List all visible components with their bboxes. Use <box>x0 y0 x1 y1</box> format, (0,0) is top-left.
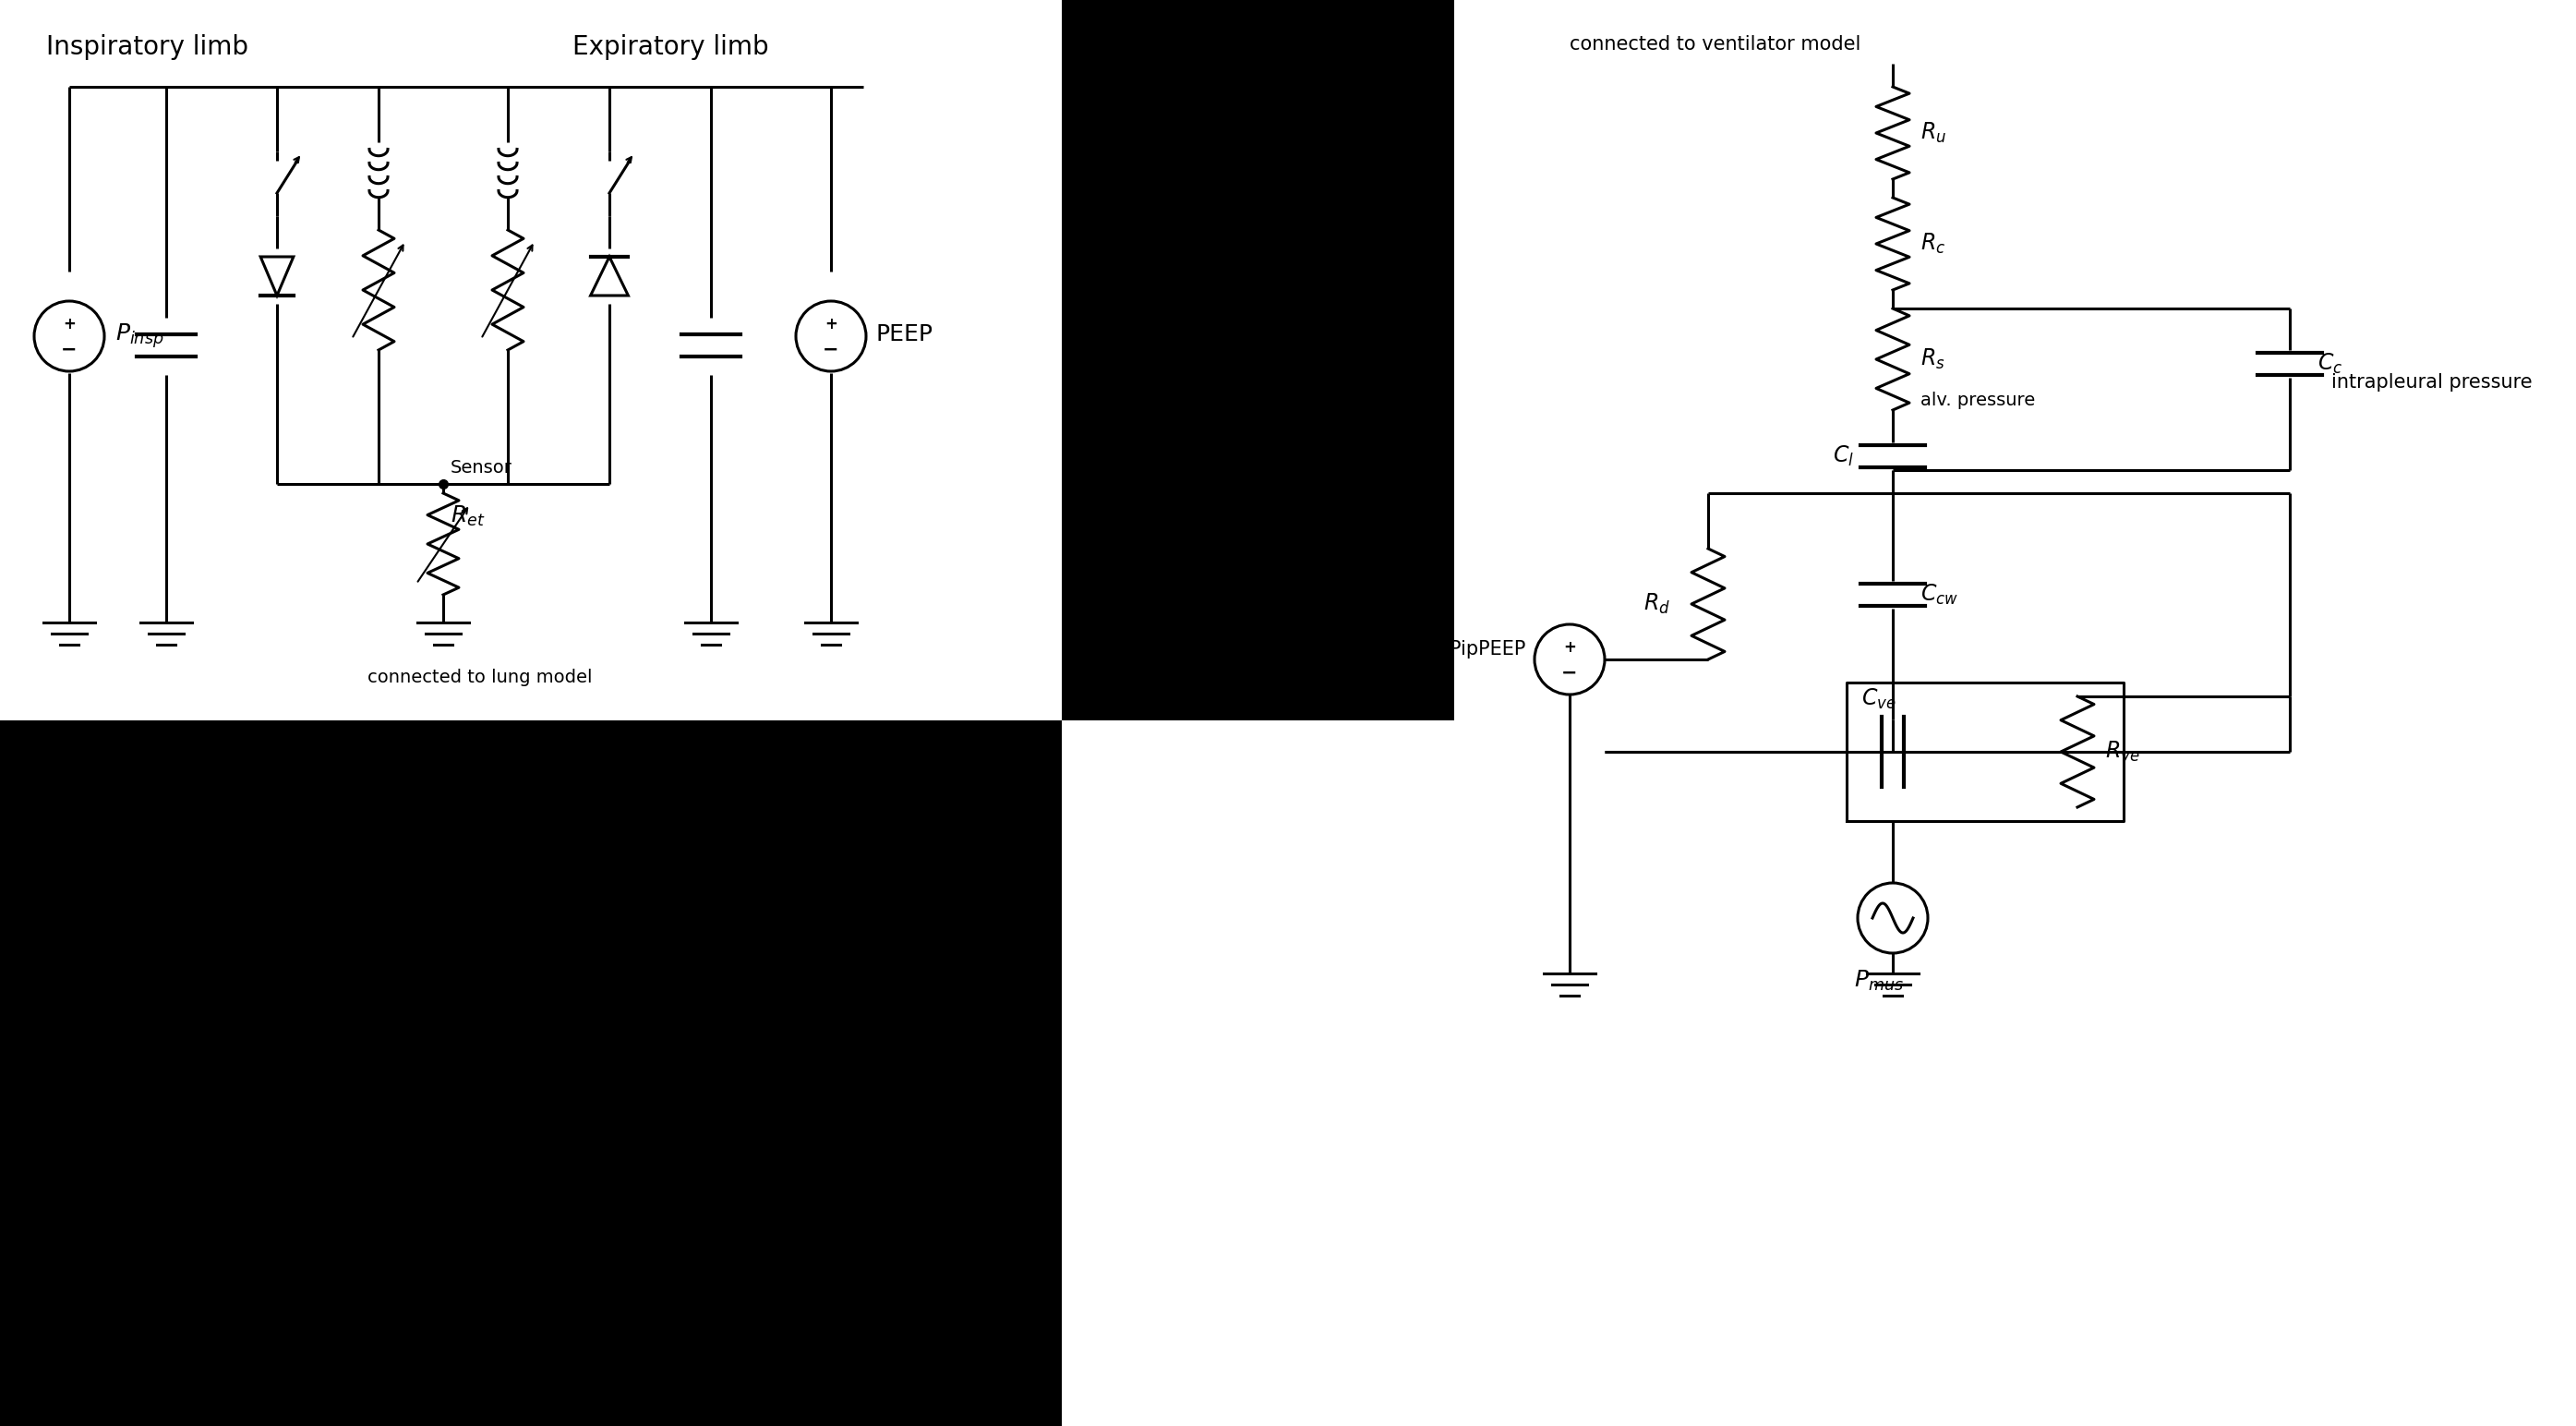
Text: +: + <box>824 317 837 332</box>
Text: Sensor: Sensor <box>451 459 513 476</box>
Text: −: − <box>62 341 77 359</box>
Text: Expiratory limb: Expiratory limb <box>572 34 768 60</box>
Text: $R_s$: $R_s$ <box>1922 347 1945 371</box>
Text: $R_u$: $R_u$ <box>1922 121 1947 145</box>
Text: $R_{ve}$: $R_{ve}$ <box>2105 740 2141 764</box>
Bar <box>1061 0 2576 1426</box>
Text: connected to ventilator model: connected to ventilator model <box>1569 36 1860 54</box>
Text: $P_{mus}$: $P_{mus}$ <box>1855 968 1904 992</box>
Text: +: + <box>62 317 75 332</box>
Text: PipPEEP: PipPEEP <box>1450 640 1525 659</box>
Text: $P_{insp}$: $P_{insp}$ <box>116 322 165 351</box>
Text: $C_{ve}$: $C_{ve}$ <box>1862 687 1896 712</box>
Text: intrapleural pressure: intrapleural pressure <box>2331 374 2532 392</box>
Text: Inspiratory limb: Inspiratory limb <box>46 34 247 60</box>
Text: connected to lung model: connected to lung model <box>368 669 592 686</box>
Text: alv. pressure: alv. pressure <box>1922 392 2035 409</box>
Text: $C_{cw}$: $C_{cw}$ <box>1922 583 1958 607</box>
Text: $R_c$: $R_c$ <box>1922 231 1945 255</box>
Text: −: − <box>1561 665 1577 683</box>
Bar <box>1061 0 1455 720</box>
Text: $R_{et}$: $R_{et}$ <box>451 505 484 529</box>
Bar <box>0 0 1061 720</box>
Text: PEEP: PEEP <box>876 324 933 345</box>
Text: −: − <box>822 341 840 359</box>
Text: $C_c$: $C_c$ <box>2318 352 2342 376</box>
Text: $C_l$: $C_l$ <box>1832 443 1855 468</box>
Text: $R_d$: $R_d$ <box>1643 592 1669 616</box>
Text: +: + <box>1564 639 1577 656</box>
